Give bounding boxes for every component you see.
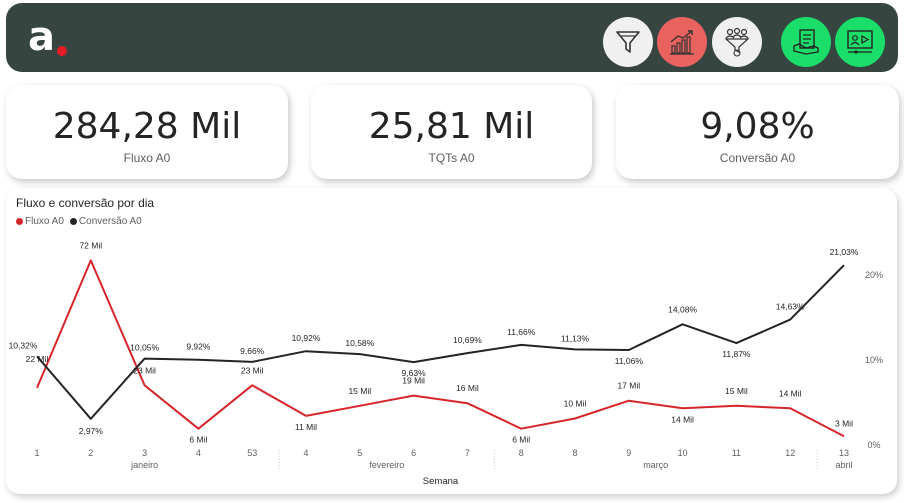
x-axis-tick-label: 4 [196, 448, 201, 458]
people-nav-button[interactable] [712, 17, 762, 67]
legend-dot-icon [16, 218, 23, 225]
legend-label: Conversão A0 [78, 216, 142, 227]
kpi-label: Fluxo A0 [123, 151, 171, 165]
data-label: 16 Mil [456, 383, 479, 393]
data-label: 11 Mil [295, 422, 317, 432]
data-label: 14,08% [668, 304, 697, 314]
data-label: 10 Mil [564, 399, 587, 409]
kpi-card-conversao: 9,08% Conversão A0 [616, 85, 899, 179]
growth-nav-button[interactable] [657, 17, 707, 67]
data-label: 10,69% [453, 335, 482, 345]
y-axis-tick-label: 0% [867, 440, 880, 450]
logo-letter: a [28, 14, 55, 60]
x-axis-tick-label: 8 [572, 448, 577, 458]
data-label: 22 Mil [26, 354, 49, 364]
data-label: 6 Mil [512, 435, 530, 445]
x-axis-group-label: abril [835, 460, 852, 470]
chart-title: Fluxo e conversão por dia [16, 196, 155, 210]
x-axis-group-label: fevereiro [369, 460, 404, 470]
data-label: 6 Mil [189, 435, 207, 445]
data-label: 10,32% [9, 340, 38, 350]
legend-item-conversao[interactable]: Conversão A0 [69, 216, 142, 227]
data-label: 11,06% [615, 356, 644, 366]
legend-label: Fluxo A0 [25, 216, 64, 227]
data-label: 21,03% [830, 247, 859, 257]
growth-chart-icon [670, 30, 694, 55]
video-nav-button[interactable] [835, 17, 885, 67]
data-label: 14 Mil [779, 388, 802, 398]
data-label: 10,58% [345, 338, 374, 348]
x-axis-group-label: março [643, 460, 668, 470]
data-label: 23 Mil [241, 365, 264, 375]
x-axis-tick-label: 5 [357, 448, 362, 458]
x-axis-tick-label: 7 [465, 448, 470, 458]
kpi-value: 284,28 Mil [52, 106, 242, 147]
data-label: 11,13% [561, 333, 590, 343]
data-label: 23 Mil [133, 365, 156, 375]
chart-legend: Fluxo A0 Conversão A0 [16, 216, 142, 227]
x-axis-tick-label: 4 [303, 448, 308, 458]
data-label: 10,92% [292, 333, 321, 343]
y-axis-tick-label: 20% [865, 270, 883, 280]
x-axis-tick-label: 2 [88, 448, 93, 458]
logo-dot [57, 46, 67, 56]
document-hand-icon [793, 29, 819, 55]
video-presentation-icon [847, 30, 873, 54]
kpi-card-tqts: 25,81 Mil TQTs A0 [311, 85, 592, 179]
x-axis-tick-label: 9 [626, 448, 631, 458]
x-axis-title: Semana [423, 476, 459, 487]
series-line-conversao [36, 264, 845, 420]
brand-logo[interactable]: a [28, 13, 88, 61]
legend-dot-icon [69, 218, 77, 225]
kpi-value: 9,08% [700, 106, 815, 147]
data-label: 9,92% [186, 342, 211, 352]
kpi-label: Conversão A0 [719, 151, 796, 165]
x-axis-tick-label: 10 [678, 448, 688, 458]
data-label: 11,66% [507, 327, 536, 337]
data-label: 11,87% [722, 349, 751, 359]
chart-panel: Fluxo e conversão por dia Fluxo A0 Conve… [6, 188, 897, 494]
funnel-nav-button[interactable] [603, 17, 653, 67]
data-label: 14,63% [776, 302, 805, 312]
kpi-value: 25,81 Mil [368, 106, 535, 147]
series-line-fluxo [36, 259, 845, 438]
data-label: 10,05% [130, 343, 159, 353]
x-axis-tick-label: 1 [34, 448, 39, 458]
document-nav-button[interactable] [781, 17, 831, 67]
data-label: 2,97% [79, 426, 104, 436]
data-label: 17 Mil [617, 381, 640, 391]
x-axis-tick-label: 11 [732, 448, 741, 458]
data-label: 72 Mil [79, 240, 102, 250]
x-axis-tick-label: 3 [142, 448, 147, 458]
kpi-card-fluxo: 284,28 Mil Fluxo A0 [6, 85, 288, 179]
funnel-icon [616, 31, 640, 53]
top-header-bar: a [6, 3, 898, 72]
data-label: 14 Mil [671, 414, 694, 424]
x-axis-tick-label: 12 [785, 448, 795, 458]
data-label: 9,63% [402, 368, 427, 378]
x-axis-tick-label: 6 [411, 448, 416, 458]
x-axis-group-label: janeiro [130, 460, 158, 470]
data-label: 15 Mil [725, 386, 748, 396]
kpi-label: TQTs A0 [428, 151, 475, 165]
people-money-icon [724, 27, 750, 57]
x-axis-tick-label: 13 [839, 448, 849, 458]
y-axis-tick-label: 10% [865, 355, 883, 365]
x-axis-tick-label: 8 [519, 448, 524, 458]
x-axis-tick-label: 53 [247, 448, 257, 458]
data-label: 15 Mil [348, 386, 371, 396]
data-label: 19 Mil [402, 376, 425, 386]
data-label: 3 Mil [835, 418, 853, 428]
data-label: 9,66% [240, 346, 265, 356]
legend-item-fluxo[interactable]: Fluxo A0 [16, 216, 64, 227]
